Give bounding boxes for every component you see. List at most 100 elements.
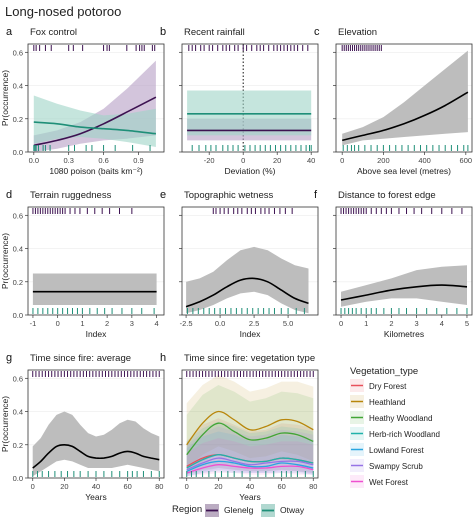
- panel-title-e: Topographic wetness: [184, 190, 273, 201]
- x-tick-label: 0.6: [98, 156, 108, 165]
- x-tick-label: 20: [60, 482, 68, 491]
- panel-g: g Time since fire: average 0.0 0.2 0.4 0.6 Pr(…: [0, 352, 165, 502]
- panel-letter-a: a: [6, 26, 13, 38]
- panel-border: [335, 206, 473, 316]
- x-tick-label: 2: [105, 319, 109, 328]
- panel-title-f: Distance to forest edge: [338, 190, 436, 201]
- legend-entry-label: Herb-rich Woodland: [369, 430, 440, 439]
- panel-letter-e: e: [160, 189, 166, 201]
- y-axis-label: Pr(occurrence): [0, 233, 10, 289]
- x-axis-label: 1080 poison (baits km⁻²): [49, 166, 142, 176]
- vegetation-legend-title: Vegetation_type: [350, 366, 418, 377]
- y-tick-label: 0.2: [13, 441, 23, 450]
- panel-letter-f: f: [314, 189, 318, 201]
- x-tick-label: 40: [307, 156, 315, 165]
- plot-area-b: [187, 44, 312, 152]
- x-tick-label: 200: [377, 156, 390, 165]
- region-legend: Region Glenelg Otway: [172, 504, 305, 517]
- x-tick-label: 0.9: [133, 156, 143, 165]
- x-tick-label: 60: [123, 482, 131, 491]
- plot-area-g: [32, 371, 160, 477]
- panels-group: a Fox control0.00.20.40.6Pr(occurrence)0.…: [0, 26, 473, 502]
- x-tick-label: -1: [30, 319, 37, 328]
- x-tick-label: 2.5: [249, 319, 259, 328]
- y-tick-label: 0.6: [13, 48, 23, 57]
- plot-area-d: [32, 208, 157, 314]
- legend-entry-label: Glenelg: [224, 505, 254, 515]
- y-tick-label: 0.2: [13, 115, 23, 124]
- legend-entry-label: Dry Forest: [369, 382, 407, 391]
- y-tick-label: 0.0: [13, 148, 23, 157]
- plot-area-h: [186, 371, 314, 477]
- x-axis-label: Years: [239, 492, 260, 502]
- x-tick-label: 20: [273, 156, 281, 165]
- y-tick-label: 0.4: [13, 408, 23, 417]
- panel-c: c Elevation 0 200 400 600 Above sea level (met…: [314, 26, 473, 176]
- x-axis-label: Above sea level (metres): [357, 166, 451, 176]
- panel-b: b Recent rainfall -20 0 20 40 Deviation (%): [160, 26, 319, 176]
- x-tick-label: 1: [80, 319, 84, 328]
- series-line: [341, 91, 469, 142]
- confidence-band: [186, 375, 314, 468]
- x-tick-label: 400: [418, 156, 431, 165]
- plot-area-c: [341, 45, 469, 151]
- x-tick-label: 5: [465, 319, 469, 328]
- panel-title-b: Recent rainfall: [184, 27, 245, 38]
- y-tick-label: 0.4: [13, 245, 23, 254]
- x-tick-label: 0.0: [215, 319, 225, 328]
- panel-border: [181, 206, 319, 316]
- panel-title-h: Time since fire: vegetation type: [184, 353, 315, 364]
- x-axis-label: Years: [85, 492, 106, 502]
- plot-area-e: [185, 208, 309, 314]
- x-tick-label: 4: [440, 319, 444, 328]
- x-tick-label: 3: [130, 319, 134, 328]
- confidence-band: [186, 246, 309, 314]
- x-tick-label: 0: [340, 156, 344, 165]
- x-tick-label: 3: [415, 319, 419, 328]
- x-tick-label: -2.5: [180, 319, 193, 328]
- panel-border: [335, 43, 473, 153]
- panel-letter-g: g: [6, 352, 12, 364]
- x-tick-label: 1: [364, 319, 368, 328]
- y-tick-label: 0.6: [13, 211, 23, 220]
- legend-entry-label: Otway: [280, 505, 305, 515]
- x-tick-label: 0.3: [63, 156, 73, 165]
- x-tick-label: 0: [241, 156, 245, 165]
- series-line: [186, 460, 314, 472]
- x-tick-label: 80: [309, 482, 317, 491]
- y-tick-label: 0.6: [13, 374, 23, 383]
- series-line: [186, 454, 314, 469]
- series-line: [186, 422, 314, 456]
- x-tick-label: 5.0: [283, 319, 293, 328]
- panel-letter-b: b: [160, 26, 166, 38]
- x-axis-label: Index: [86, 329, 108, 339]
- panel-letter-h: h: [160, 352, 166, 364]
- x-tick-label: 0: [185, 482, 189, 491]
- panel-title-a: Fox control: [30, 27, 77, 38]
- x-tick-label: 2: [389, 319, 393, 328]
- x-axis-label: Deviation (%): [224, 166, 275, 176]
- x-tick-label: 0: [339, 319, 343, 328]
- panel-title-d: Terrain ruggedness: [30, 190, 112, 201]
- series-line: [340, 284, 468, 301]
- confidence-band: [186, 426, 314, 477]
- panel-f: f Distance to forest edge 0 1 2 3 4 5 Kilometres: [314, 189, 473, 339]
- confidence-band: [32, 411, 160, 477]
- plot-area-a: [33, 45, 157, 152]
- x-tick-label: 600: [460, 156, 473, 165]
- confidence-band: [186, 385, 314, 472]
- confidence-band: [32, 273, 157, 305]
- x-tick-label: 20: [214, 482, 222, 491]
- y-tick-label: 0.4: [13, 82, 23, 91]
- legend-entry-label: Swampy Scrub: [369, 462, 423, 471]
- confidence-band: [33, 95, 156, 147]
- panel-title-g: Time since fire: average: [30, 353, 131, 364]
- region-legend-title: Region: [172, 504, 202, 515]
- x-tick-label: 0: [56, 319, 60, 328]
- panel-e: e Topographic wetness -2.5 0.0 2.5 5.0 Index: [160, 189, 319, 339]
- panel-border: [27, 43, 165, 153]
- x-tick-label: 80: [155, 482, 163, 491]
- y-axis-label: Pr(occurrence): [0, 70, 10, 126]
- series-line: [32, 443, 160, 469]
